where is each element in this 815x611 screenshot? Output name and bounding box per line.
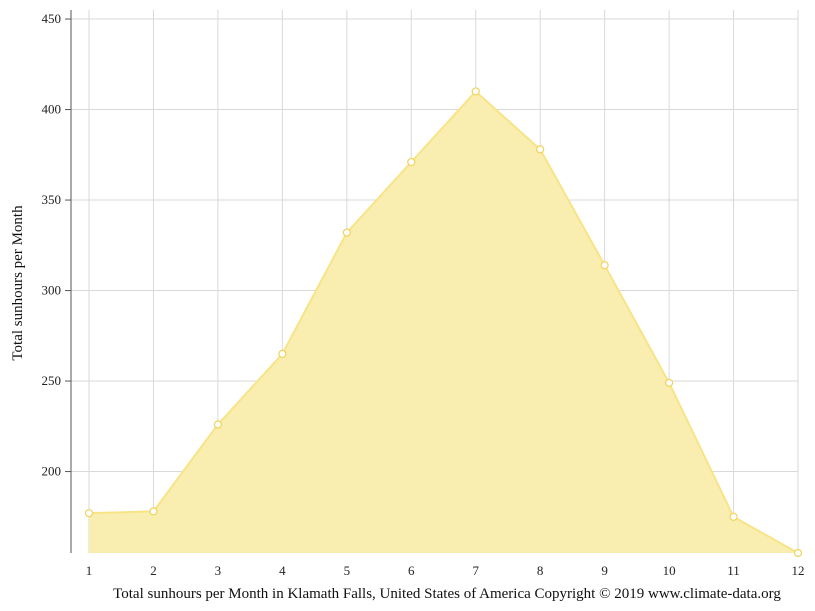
x-tick-label: 1 xyxy=(86,563,93,578)
x-tick-label: 6 xyxy=(408,563,415,578)
x-tick-label: 2 xyxy=(150,563,157,578)
y-tick-label: 350 xyxy=(42,192,62,207)
x-tick-label: 7 xyxy=(472,563,479,578)
y-tick-label: 400 xyxy=(42,102,62,117)
data-points xyxy=(84,87,803,558)
data-point-month-1 xyxy=(84,509,94,518)
data-point-month-12 xyxy=(793,548,803,558)
x-tick-label: 12 xyxy=(792,563,805,578)
series-line xyxy=(88,90,799,554)
x-tick-label: 11 xyxy=(727,563,740,578)
area-layer xyxy=(88,90,799,554)
x-axis-title: Total sunhours per Month in Klamath Fall… xyxy=(113,586,781,602)
x-tick-label: 8 xyxy=(537,563,544,578)
y-tick-label: 300 xyxy=(42,283,62,298)
x-tick-label: 9 xyxy=(601,563,608,578)
data-point-month-4 xyxy=(278,349,287,358)
data-point-month-11 xyxy=(729,512,738,521)
x-tick-label: 4 xyxy=(279,563,286,578)
data-point-month-3 xyxy=(213,420,223,429)
x-tick-label: 10 xyxy=(663,563,676,578)
y-tick-label: 200 xyxy=(42,464,62,479)
data-point-month-9 xyxy=(600,261,609,270)
data-point-month-2 xyxy=(149,507,158,516)
data-point-month-10 xyxy=(664,378,674,387)
series-area xyxy=(89,91,798,553)
y-tick-label: 450 xyxy=(42,11,62,26)
data-point-month-7 xyxy=(471,87,480,96)
y-axis-title: Total sunhours per Month xyxy=(10,205,26,361)
data-point-month-8 xyxy=(536,145,545,154)
x-tick-label: 5 xyxy=(344,563,351,578)
data-point-month-6 xyxy=(407,157,416,167)
x-tick-label: 3 xyxy=(215,563,222,578)
data-point-month-5 xyxy=(342,228,351,237)
y-tick-label: 250 xyxy=(42,373,62,388)
